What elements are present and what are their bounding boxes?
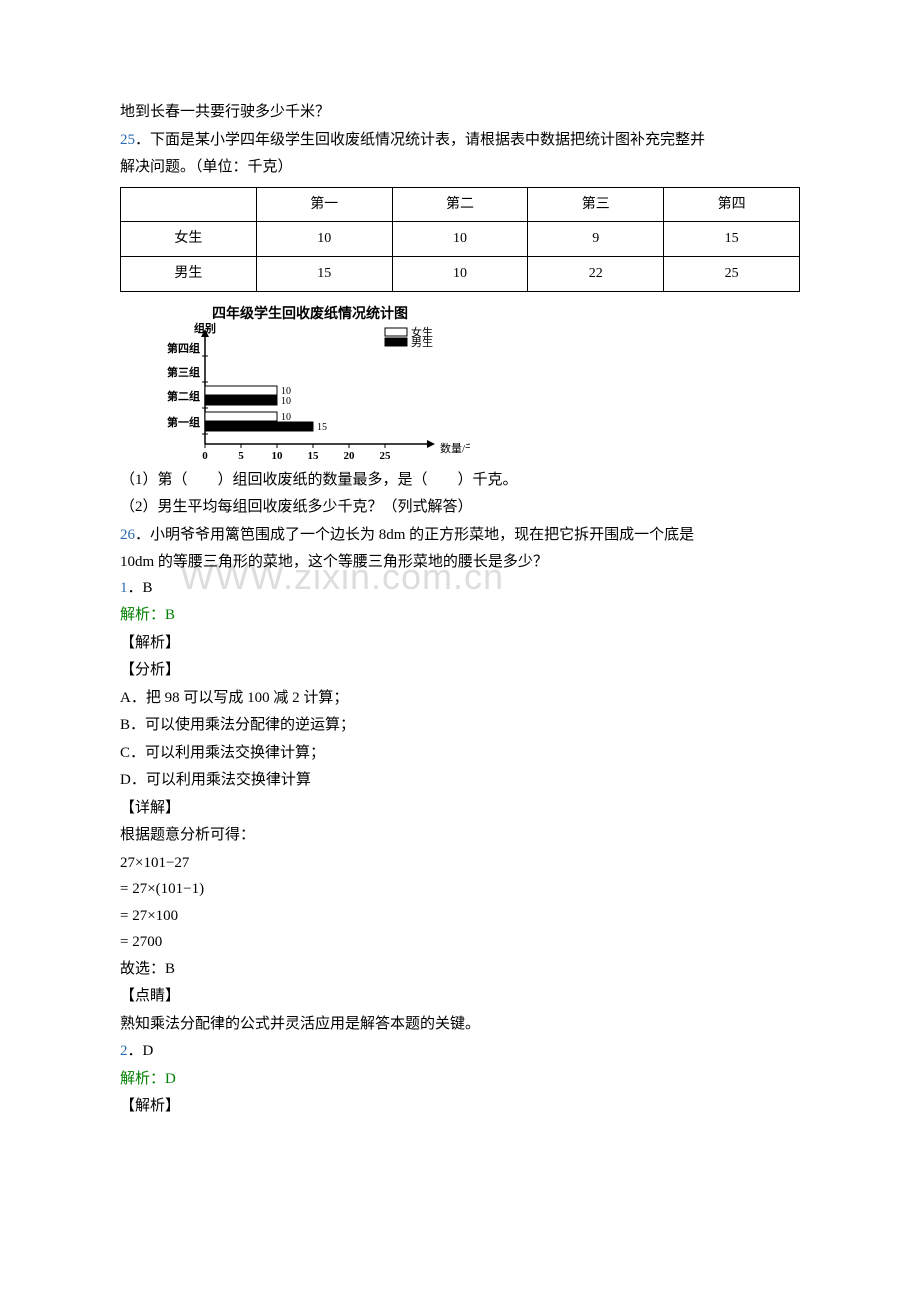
a1-math4: = 2700 (120, 930, 800, 956)
bar-label: 10 (281, 412, 291, 423)
xtick: 25 (380, 450, 392, 462)
a2-jiexi-h: 【解析】 (120, 1094, 800, 1120)
xtick: 15 (308, 450, 320, 462)
chart-ylabel-3: 第三组 (167, 365, 200, 379)
a1-number: 1 (120, 580, 128, 596)
table-cell: 9 (528, 222, 664, 257)
table-row: 女生 10 10 9 15 (121, 222, 800, 257)
table-cell: 第一 (256, 187, 392, 222)
a1-jiexi: 解析：B (120, 603, 800, 629)
table-cell: 男生 (121, 257, 257, 292)
q26-line2: 10dm 的等腰三角形的菜地，这个等腰三角形菜地的腰长是多少？ WWW.zixi… (120, 550, 800, 576)
table-cell: 第二 (392, 187, 528, 222)
table-cell: 15 (664, 222, 800, 257)
xtick: 20 (344, 450, 356, 462)
a1-opt-a: A．把 98 可以写成 100 减 2 计算； (120, 686, 800, 712)
q25-text1: ．下面是某小学四年级学生回收废纸情况统计表，请根据表中数据把统计图补充完整并 (135, 132, 705, 148)
bar-chart: 四年级学生回收废纸情况统计图 组别 女生 男生 第四组 第三组 第二组 第一组 … (150, 304, 470, 464)
a2-jiexi: 解析：D (120, 1067, 800, 1093)
q25-line1: 25．下面是某小学四年级学生回收废纸情况统计表，请根据表中数据把统计图补充完整并 (120, 128, 800, 154)
q25-number: 25 (120, 132, 135, 148)
table-row: 男生 15 10 22 25 (121, 257, 800, 292)
a1-letter: ．B (128, 580, 153, 596)
a1-math3: = 27×100 (120, 904, 800, 930)
chart-ylabel-1: 第一组 (167, 415, 200, 429)
intro-line: 地到长春一共要行驶多少千米？ (120, 100, 800, 126)
xtick: 0 (202, 450, 208, 462)
a1-opt-b: B．可以使用乘法分配律的逆运算； (120, 713, 800, 739)
a1-math1: 27×101−27 (120, 851, 800, 877)
a1-fenxi-h: 【分析】 (120, 658, 800, 684)
table-cell: 10 (256, 222, 392, 257)
q26-number: 26 (120, 527, 135, 543)
a2-number: 2 (120, 1043, 128, 1059)
a2-letter: ．D (128, 1043, 154, 1059)
xtick: 5 (238, 450, 244, 462)
q25-table: 第一 第二 第三 第四 女生 10 10 9 15 男生 15 10 22 25 (120, 187, 800, 292)
a1-xiangjie-h: 【详解】 (120, 796, 800, 822)
q25-sub1: （1）第（ ）组回收废纸的数量最多，是（ ）千克。 (120, 468, 800, 494)
a1-guxuan: 故选：B (120, 957, 800, 983)
legend-male: 男生 (411, 335, 433, 349)
a1-math2: = 27×(101−1) (120, 877, 800, 903)
table-cell: 第三 (528, 187, 664, 222)
table-cell: 15 (256, 257, 392, 292)
xlabel: 数量/千克 (440, 442, 470, 455)
bar-label: 15 (317, 422, 327, 433)
q26-text1: ．小明爷爷用篱笆围成了一个边长为 8dm 的正方形菜地，现在把它拆开围成一个底是 (135, 527, 694, 543)
table-cell: 25 (664, 257, 800, 292)
arrow-right-icon (427, 440, 435, 448)
a1-dianjing: 熟知乘法分配律的公式并灵活应用是解答本题的关键。 (120, 1012, 800, 1038)
bar-label: 10 (281, 396, 291, 407)
a1-opt-d: D．可以利用乘法交换律计算 (120, 768, 800, 794)
a1-opt-c: C．可以利用乘法交换律计算； (120, 741, 800, 767)
table-cell: 10 (392, 257, 528, 292)
table-cell: 女生 (121, 222, 257, 257)
chart-ylabel-2: 第二组 (167, 389, 200, 403)
q25-sub2: （2）男生平均每组回收废纸多少千克？（列式解答） (120, 495, 800, 521)
a1-header: 1．B (120, 576, 800, 602)
q26-line1: 26．小明爷爷用篱笆围成了一个边长为 8dm 的正方形菜地，现在把它拆开围成一个… (120, 523, 800, 549)
table-cell: 10 (392, 222, 528, 257)
a1-dianjing-h: 【点睛】 (120, 984, 800, 1010)
a2-header: 2．D (120, 1039, 800, 1065)
xtick: 10 (272, 450, 284, 462)
table-header-row: 第一 第二 第三 第四 (121, 187, 800, 222)
table-cell: 22 (528, 257, 664, 292)
chart-container: 四年级学生回收废纸情况统计图 组别 女生 男生 第四组 第三组 第二组 第一组 … (150, 304, 800, 464)
chart-title: 四年级学生回收废纸情况统计图 (212, 305, 408, 321)
chart-ylabel-4: 第四组 (167, 341, 200, 355)
table-cell: 第四 (664, 187, 800, 222)
table-cell (121, 187, 257, 222)
q25-line2: 解决问题。（单位：千克） (120, 155, 800, 181)
a1-det1: 根据题意分析可得： (120, 823, 800, 849)
a1-jiexi-h: 【解析】 (120, 631, 800, 657)
